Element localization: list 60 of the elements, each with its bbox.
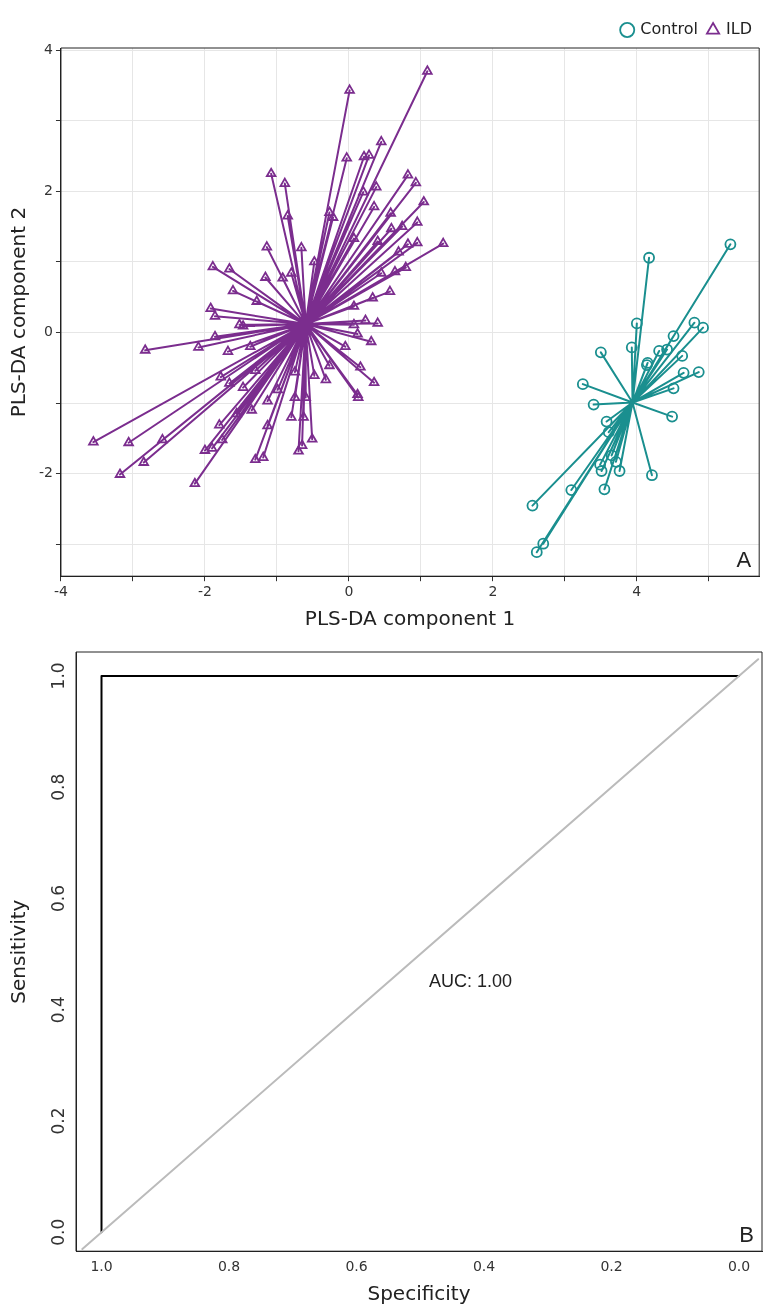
point — [595, 465, 608, 477]
point — [594, 458, 607, 471]
legend-label: ILD — [726, 19, 752, 39]
y-tick-label: 4 — [44, 40, 54, 57]
point — [605, 449, 618, 462]
x-tick-label: 0 — [344, 583, 354, 600]
point — [576, 378, 589, 391]
x-tick-label: -2 — [197, 583, 212, 600]
point — [594, 346, 607, 359]
y-tick-label: 1.0 — [47, 662, 68, 690]
x-tick-label: 4 — [632, 583, 642, 600]
point — [677, 366, 690, 379]
point — [610, 455, 622, 468]
point — [613, 465, 626, 477]
y-tick-label: 0 — [44, 323, 53, 340]
point — [565, 484, 578, 496]
annotation: B — [739, 1222, 754, 1248]
point — [667, 330, 680, 343]
point — [602, 426, 615, 439]
point — [526, 499, 539, 512]
point — [587, 398, 600, 411]
annotation: A — [736, 547, 752, 573]
annotation: AUC: 1.00 — [429, 970, 513, 991]
point — [653, 345, 666, 357]
point — [530, 546, 543, 559]
point — [630, 317, 643, 330]
x-tick-label: 0.0 — [727, 1258, 751, 1275]
x-axis-title: Specificity — [367, 1281, 471, 1306]
legend-label: Control — [640, 19, 699, 39]
point — [692, 366, 705, 379]
point — [666, 410, 678, 423]
y-tick-label: 0.6 — [47, 884, 68, 912]
x-tick-label: 0.8 — [217, 1258, 241, 1275]
y-tick-label: 0.4 — [47, 996, 68, 1024]
point — [625, 341, 638, 354]
point — [661, 343, 673, 356]
x-tick-label: 0.6 — [345, 1258, 368, 1275]
x-tick-label: 2 — [488, 583, 498, 600]
point — [667, 382, 680, 395]
y-tick-label: 0.0 — [47, 1218, 68, 1246]
x-tick-label: -4 — [53, 583, 69, 600]
point — [646, 469, 658, 482]
y-tick-label: 0.8 — [47, 773, 68, 801]
point — [600, 415, 613, 428]
x-tick-label: 1.0 — [90, 1258, 113, 1275]
point — [598, 483, 611, 496]
y-axis-title: PLS-DA component 2 — [6, 206, 31, 418]
y-tick-label: 2 — [44, 181, 53, 198]
x-axis-title: PLS-DA component 1 — [304, 606, 516, 631]
y-axis-title: Sensitivity — [6, 899, 31, 1004]
point — [724, 238, 737, 251]
point — [697, 321, 709, 334]
x-tick-label: 0.2 — [600, 1258, 623, 1275]
point — [688, 316, 701, 329]
point — [676, 349, 689, 362]
point — [537, 537, 550, 550]
x-tick-label: 0.4 — [472, 1258, 496, 1275]
point — [643, 251, 655, 264]
y-tick-label: -2 — [38, 464, 53, 481]
y-tick-label: 0.2 — [47, 1107, 68, 1135]
